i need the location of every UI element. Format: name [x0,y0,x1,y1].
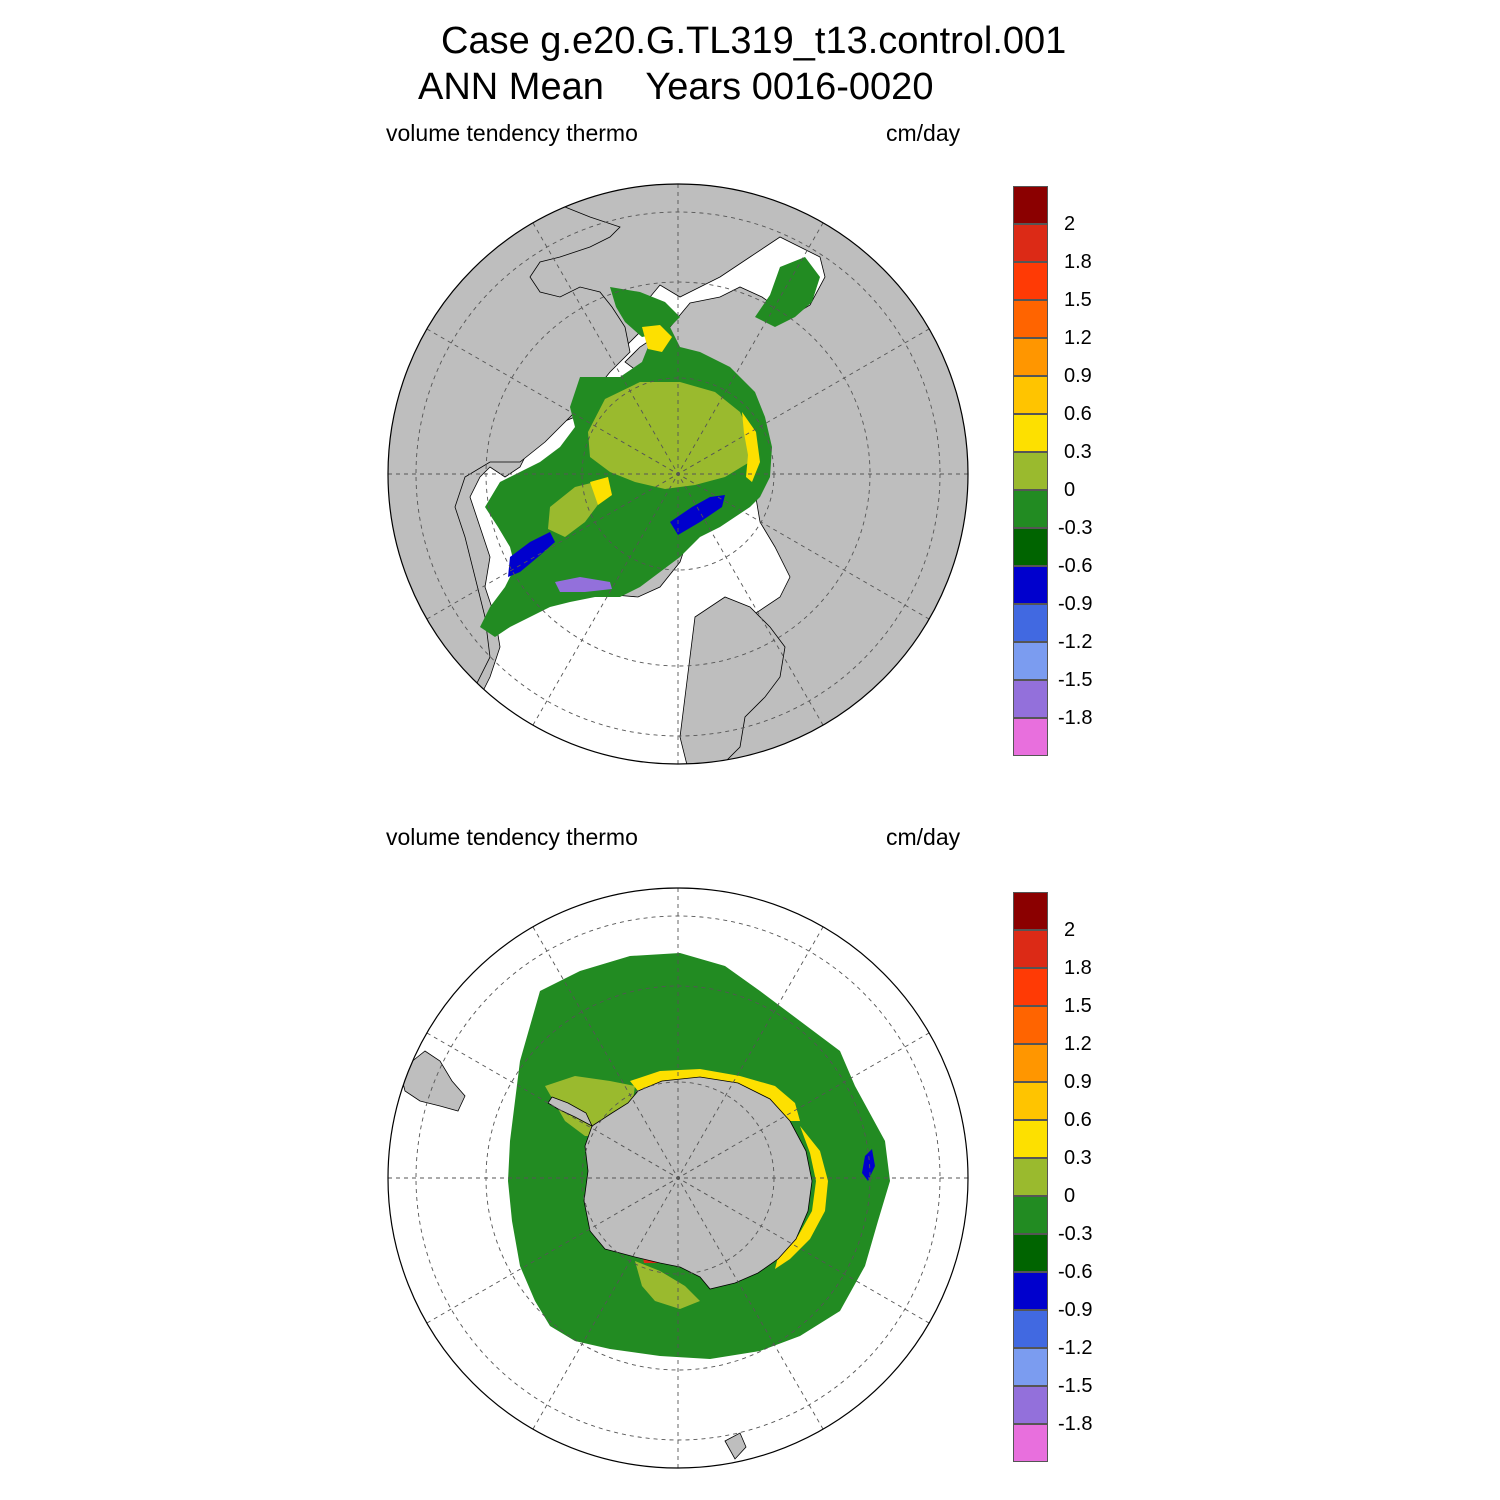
south-meridian-6 [532,926,824,1430]
north-colorbar-box [1013,680,1048,718]
north-ice-melt-purple [555,577,612,592]
south-colorbar-tick-label: -1.5 [1058,1375,1093,1397]
south-colorbar-tick-label: -0.3 [1058,1223,1093,1245]
south-colorbar-tick-label: 1.8 [1064,957,1092,979]
south-colorbar-box [1013,968,1048,1006]
south-colorbar-tick-label: 0.3 [1064,1147,1092,1169]
south-colorbar-box [1013,930,1048,968]
south-land-south-america [399,1050,466,1112]
south-colorbar-tick-label: -0.9 [1058,1299,1093,1321]
south-colorbar-tick-label: 0.9 [1064,1071,1092,1093]
south-colorbar-box [1013,1234,1048,1272]
south-colorbar-tick-label: -1.8 [1058,1413,1093,1435]
south-ice-coastal-east [775,1126,828,1269]
north-colorbar-tick-label: -1.5 [1058,669,1093,691]
north-colorbar-box [1013,376,1048,414]
north-colorbar-box [1013,300,1048,338]
south-colorbar-tick-label: 1.5 [1064,995,1092,1017]
north-colorbar-box [1013,186,1048,224]
north-colorbar-tick-label: -1.8 [1058,707,1093,729]
north-colorbar-box [1013,490,1048,528]
north-ice-edge-east [742,412,760,482]
north-colorbar-box [1013,262,1048,300]
north-colorbar-tick-label: 0.3 [1064,441,1092,463]
south-colorbar-tick-label: 2 [1064,919,1076,941]
south-land-peninsula [547,1096,593,1127]
south-ice-coastal-north [630,1069,800,1121]
north-polar-map [387,183,969,765]
north-ice-baffin [548,482,600,537]
period-title: ANN Mean Years 0016-0020 [418,66,934,108]
south-colorbar-tick-label: -1.2 [1058,1337,1093,1359]
north-ice-bering [610,287,680,337]
north-colorbar-tick-label: 0.9 [1064,365,1092,387]
north-ice-central [588,382,752,489]
north-colorbar-tick-label: 1.2 [1064,327,1092,349]
south-land-antarctica [583,1076,813,1290]
south-colorbar-box [1013,1310,1048,1348]
north-meridian-6 [532,222,824,726]
south-colorbar-box [1013,1424,1048,1462]
south-colorbar-tick-label: 0.6 [1064,1109,1092,1131]
north-colorbar-box [1013,604,1048,642]
south-colorbar-box [1013,892,1048,930]
north-colorbar-box [1013,718,1048,756]
south-colorbar-box [1013,1006,1048,1044]
north-colorbar-box [1013,224,1048,262]
north-colorbar-tick-label: 0.6 [1064,403,1092,425]
case-title: Case g.e20.G.TL319_t13.control.001 [441,20,1067,62]
north-colorbar-box [1013,642,1048,680]
north-ice-edge-bering [642,325,672,352]
north-colorbar-tick-label: 0 [1064,479,1076,501]
south-polar-map [387,887,969,1469]
south-map-frame [387,887,969,1469]
south-variable-label: volume tendency thermo [386,824,638,850]
south-colorbar-box [1013,1386,1048,1424]
north-colorbar-box [1013,566,1048,604]
south-ice-melt-east [862,1149,875,1181]
south-colorbar-box [1013,1120,1048,1158]
south-colorbar-box [1013,1158,1048,1196]
north-colorbar-tick-label: 2 [1064,213,1076,235]
south-ice-ross [635,1261,700,1309]
north-colorbar-tick-label: -0.3 [1058,517,1093,539]
north-colorbar-tick-label: -1.2 [1058,631,1093,653]
north-colorbar-box [1013,414,1048,452]
south-units-label: cm/day [886,824,961,850]
south-colorbar-box [1013,1196,1048,1234]
north-colorbar-box [1013,338,1048,376]
south-colorbar-tick-label: 1.2 [1064,1033,1092,1055]
north-land-americas [388,184,631,764]
south-colorbar-box [1013,1348,1048,1386]
south-colorbar-tick-label: -0.6 [1058,1261,1093,1283]
north-ice-melt-fram [670,495,725,535]
north-colorbar-tick-label: -0.9 [1058,593,1093,615]
north-colorbar-tick-label: -0.6 [1058,555,1093,577]
north-variable-label: volume tendency thermo [386,120,638,146]
north-colorbar-tick-label: 1.8 [1064,251,1092,273]
south-colorbar-box [1013,1272,1048,1310]
north-land-europe [679,596,786,764]
north-colorbar-box [1013,528,1048,566]
south-colorbar-tick-label: 0 [1064,1185,1076,1207]
north-colorbar-box [1013,452,1048,490]
south-colorbar-box [1013,1082,1048,1120]
north-map-frame [387,183,969,765]
north-colorbar-tick-label: 1.5 [1064,289,1092,311]
south-land-australia [724,1432,747,1460]
north-ice-edge-west [590,477,612,505]
south-colorbar-box [1013,1044,1048,1082]
north-units-label: cm/day [886,120,961,146]
north-ice-okhotsk [755,257,820,327]
